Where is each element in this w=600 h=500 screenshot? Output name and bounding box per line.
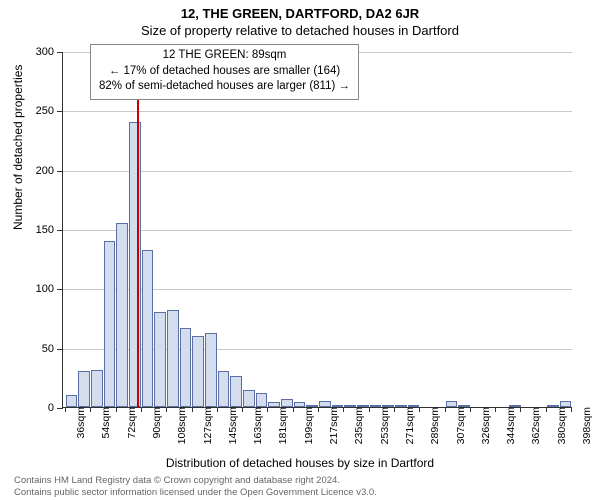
- histogram-bar-fill: [306, 405, 318, 407]
- y-tick-label: 250: [36, 105, 63, 117]
- histogram-bar-fill: [205, 333, 217, 407]
- x-tick: [394, 407, 395, 412]
- info-line-larger: 82% of semi-detached houses are larger (…: [99, 79, 350, 95]
- x-tick: [242, 407, 243, 412]
- histogram-bar-fill: [547, 405, 559, 407]
- x-tick: [217, 407, 218, 412]
- x-tick-label: 36sqm: [69, 407, 87, 439]
- histogram-bar-fill: [142, 250, 154, 407]
- y-tick-label: 100: [36, 283, 63, 295]
- x-tick-label: 127sqm: [196, 407, 214, 444]
- chart-title-sub: Size of property relative to detached ho…: [0, 21, 600, 38]
- histogram-bar-fill: [154, 312, 166, 407]
- x-tick-label: 362sqm: [524, 407, 542, 444]
- x-tick: [166, 407, 167, 412]
- x-tick-label: 72sqm: [120, 407, 138, 439]
- x-tick: [192, 407, 193, 412]
- histogram-bar-fill: [66, 395, 78, 407]
- histogram-bar-fill: [116, 223, 128, 407]
- info-line-subject: 12 THE GREEN: 89sqm: [99, 48, 350, 64]
- histogram-bar-fill: [91, 370, 103, 407]
- x-tick-label: 380sqm: [550, 407, 568, 444]
- x-tick-label: 271sqm: [398, 407, 416, 444]
- histogram-bar-fill: [458, 405, 470, 407]
- y-tick-label: 150: [36, 224, 63, 236]
- x-tick: [90, 407, 91, 412]
- histogram-bar-fill: [370, 405, 382, 407]
- x-tick: [419, 407, 420, 412]
- histogram-bar-fill: [281, 399, 293, 407]
- x-tick-label: 307sqm: [449, 407, 467, 444]
- x-tick: [343, 407, 344, 412]
- histogram-bar-fill: [230, 376, 242, 407]
- footer-line1: Contains HM Land Registry data © Crown c…: [14, 475, 592, 486]
- histogram-bar-fill: [319, 401, 331, 407]
- x-tick: [116, 407, 117, 412]
- x-tick: [141, 407, 142, 412]
- histogram-bar-fill: [408, 405, 420, 407]
- histogram-bar-fill: [382, 405, 394, 407]
- x-tick: [65, 407, 66, 412]
- histogram-bar-fill: [357, 405, 369, 407]
- histogram-bar-fill: [344, 405, 356, 407]
- histogram-bar-fill: [395, 405, 407, 407]
- histogram-bar-fill: [509, 405, 521, 407]
- histogram-bar-fill: [332, 405, 344, 407]
- x-tick: [445, 407, 446, 412]
- x-tick-label: 199sqm: [297, 407, 315, 444]
- histogram-bar-fill: [167, 310, 179, 407]
- x-tick-label: 163sqm: [246, 407, 264, 444]
- x-tick-label: 108sqm: [170, 407, 188, 444]
- histogram-bar-fill: [560, 401, 572, 407]
- y-tick-label: 300: [36, 46, 63, 58]
- y-tick-label: 0: [48, 402, 63, 414]
- x-axis-label: Distribution of detached houses by size …: [0, 456, 600, 470]
- chart-container: 12, THE GREEN, DARTFORD, DA2 6JR Size of…: [0, 0, 600, 500]
- footer-attribution: Contains HM Land Registry data © Crown c…: [14, 475, 592, 498]
- histogram-bar-fill: [268, 402, 280, 407]
- histogram-bar-fill: [104, 241, 116, 407]
- chart-title-main: 12, THE GREEN, DARTFORD, DA2 6JR: [0, 0, 600, 21]
- x-tick: [318, 407, 319, 412]
- x-tick-label: 90sqm: [145, 407, 163, 439]
- x-tick: [495, 407, 496, 412]
- y-axis-label: Number of detached properties: [11, 65, 25, 230]
- y-tick-label: 200: [36, 165, 63, 177]
- x-tick-label: 235sqm: [347, 407, 365, 444]
- x-tick: [520, 407, 521, 412]
- x-tick-label: 54sqm: [94, 407, 112, 439]
- x-tick-label: 289sqm: [423, 407, 441, 444]
- histogram-bar-fill: [218, 371, 230, 407]
- x-tick: [546, 407, 547, 412]
- info-annotation-box: 12 THE GREEN: 89sqm ← 17% of detached ho…: [90, 44, 359, 100]
- x-tick-label: 181sqm: [271, 407, 289, 444]
- histogram-bar-fill: [446, 401, 458, 407]
- x-tick-label: 253sqm: [373, 407, 391, 444]
- y-tick-label: 50: [42, 343, 63, 355]
- histogram-bar-fill: [192, 336, 204, 407]
- x-tick-label: 145sqm: [221, 407, 239, 444]
- x-tick-label: 344sqm: [499, 407, 517, 444]
- x-tick-label: 326sqm: [474, 407, 492, 444]
- footer-line2: Contains public sector information licen…: [14, 487, 592, 498]
- x-tick: [571, 407, 572, 412]
- plot-area: 05010015020025030036sqm54sqm72sqm90sqm10…: [62, 52, 572, 408]
- histogram-bar-fill: [294, 402, 306, 407]
- histogram-bar-fill: [78, 371, 90, 407]
- x-tick: [267, 407, 268, 412]
- info-line-smaller: ← 17% of detached houses are smaller (16…: [99, 64, 350, 80]
- histogram-bar-fill: [243, 390, 255, 407]
- x-tick: [293, 407, 294, 412]
- x-tick-label: 217sqm: [322, 407, 340, 444]
- histogram-bar-fill: [180, 328, 192, 408]
- subject-marker-line: [137, 52, 139, 407]
- x-tick: [369, 407, 370, 412]
- histogram-bar-fill: [256, 393, 268, 407]
- bars-layer: [63, 52, 572, 407]
- x-tick: [470, 407, 471, 412]
- x-tick-label: 398sqm: [575, 407, 593, 444]
